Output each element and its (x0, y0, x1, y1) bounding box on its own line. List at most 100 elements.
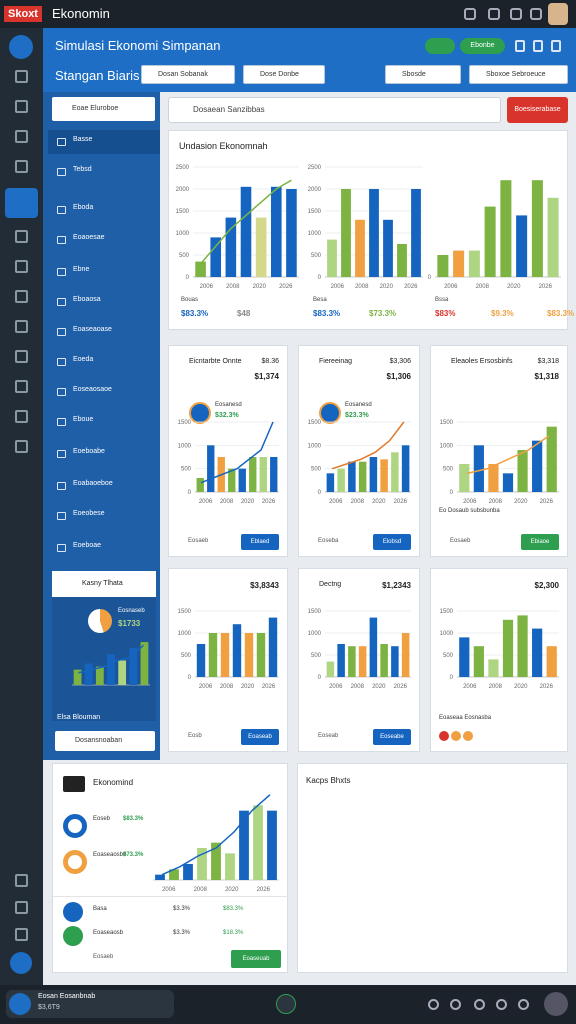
bar (473, 646, 484, 677)
sidebar-select[interactable]: Eoae Eluroboe (52, 97, 155, 121)
y-tick-label: 0 (428, 275, 432, 281)
rail-icon[interactable] (15, 874, 28, 887)
rail-icon[interactable] (15, 290, 28, 303)
top-icon[interactable] (530, 8, 542, 20)
menu-chevron (145, 137, 153, 147)
filter-input[interactable]: Sboxoe Sebroeuce (469, 65, 568, 84)
card-button[interactable]: Elobsd (373, 534, 411, 550)
x-tick-label: 2008 (220, 499, 234, 505)
menu-item[interactable]: Eoeda (73, 356, 94, 363)
card-button[interactable]: Eblaed (241, 534, 279, 550)
y-tick-label: 2500 (308, 165, 322, 171)
task-pill[interactable]: Eosan Eosanbnab $3,6T9 (6, 990, 174, 1018)
menu-item[interactable]: Eboda (73, 204, 94, 211)
card-button[interactable]: Eoseabe (373, 729, 411, 745)
menu-item[interactable]: Eoabaoeboe (73, 480, 113, 487)
menu-item[interactable]: Eoaseaoase (73, 326, 112, 333)
task-icon[interactable] (428, 999, 439, 1010)
header-icon[interactable] (533, 40, 543, 52)
bar (337, 644, 345, 677)
filter-input[interactable]: Dosan Sobanak (141, 65, 235, 84)
widget-header[interactable]: Kasny Tlhata (52, 571, 156, 597)
dot (439, 731, 449, 741)
bar (232, 624, 242, 677)
card-sub: $8.36 (261, 358, 279, 365)
menu-icon (57, 450, 66, 458)
header-icon[interactable] (515, 40, 525, 52)
menu-item[interactable]: Basse (73, 136, 93, 143)
row-value: $73.3% (123, 852, 144, 858)
menu-item[interactable]: Ebne (73, 266, 90, 273)
menu-chevron (145, 449, 153, 459)
task-icon[interactable] (474, 999, 485, 1010)
card-controls[interactable] (537, 139, 561, 151)
filter-input[interactable]: Dose Donbe (243, 65, 325, 84)
task-icon[interactable] (518, 999, 529, 1010)
task-center[interactable] (276, 994, 296, 1014)
menu-item[interactable]: Eboaosa (73, 296, 101, 303)
rail-icon[interactable] (15, 160, 28, 173)
footer-label: Besa (313, 297, 327, 303)
card-button[interactable]: Eoaseuab (231, 950, 281, 968)
rail-icon[interactable] (15, 901, 28, 914)
page-subtitle: Stangan Biaris (55, 68, 140, 83)
sidebar-search[interactable]: Dosansnoaban (55, 731, 155, 751)
menu-chevron (145, 543, 153, 553)
rail-logo[interactable] (9, 35, 33, 59)
bar (238, 468, 246, 492)
y-tick-label: 0 (188, 490, 192, 496)
y-tick-label: 500 (181, 467, 192, 473)
rail-icon[interactable] (15, 410, 28, 423)
rail-icon[interactable] (15, 380, 28, 393)
bar (270, 457, 278, 492)
menu-item[interactable]: Tebsd (73, 166, 92, 173)
menu-item[interactable]: Eoaoesae (73, 234, 105, 241)
y-tick-label: 2000 (176, 187, 190, 193)
header-icon[interactable] (551, 40, 561, 52)
menu-icon (57, 328, 66, 336)
y-tick-label: 1500 (440, 609, 454, 615)
rail-help[interactable] (10, 952, 32, 974)
filter-input[interactable]: Sbosde (385, 65, 461, 84)
widget: Kasny Tlhata Eosnaseb $1733 (52, 571, 156, 721)
rail-icon[interactable] (15, 928, 28, 941)
bar (210, 237, 222, 277)
chart (72, 642, 150, 686)
task-icon[interactable] (496, 999, 507, 1010)
task-avatar-right[interactable] (544, 992, 568, 1016)
card-caption: Eoaseaa Eosnasba (439, 715, 492, 721)
task-icon[interactable] (450, 999, 461, 1010)
menu-item[interactable]: Eoseaosaoe (73, 386, 112, 393)
rail-icon[interactable] (15, 70, 28, 83)
card-foot: Eosb (188, 733, 202, 739)
rail-icon[interactable] (15, 350, 28, 363)
menu-icon (57, 512, 66, 520)
menu-item[interactable]: Eoeboabe (73, 448, 105, 455)
rail-icon[interactable] (15, 230, 28, 243)
y-tick-label: 1000 (308, 443, 322, 449)
menu-item[interactable]: Eboue (73, 416, 94, 423)
rail-icon[interactable] (15, 100, 28, 113)
top-bar: Skoxt Ekonomin (0, 0, 576, 28)
card-sub: $3,318 (537, 358, 559, 365)
rail-icon[interactable] (15, 320, 28, 333)
avatar[interactable] (548, 3, 568, 25)
card-button[interactable]: Eoaseab (241, 729, 279, 745)
toggle[interactable] (425, 38, 455, 54)
menu-item[interactable]: Eoeboae (73, 542, 102, 549)
x-tick-label: 2006 (463, 499, 477, 505)
rail-icon[interactable] (15, 440, 28, 453)
menu-item[interactable]: Eoeobese (73, 510, 105, 517)
top-icon[interactable] (488, 8, 500, 20)
rail-icon[interactable] (15, 260, 28, 273)
bar (259, 457, 267, 492)
top-icon[interactable] (510, 8, 522, 20)
pill[interactable]: Ebonbe (460, 38, 505, 54)
card-button[interactable]: Ebiaoe (521, 534, 559, 550)
rail-icon[interactable] (15, 130, 28, 143)
top-icon[interactable] (464, 8, 476, 20)
menu-icon (57, 236, 66, 244)
rail-icon-active[interactable] (5, 188, 38, 218)
search-box[interactable]: Dosaean Sanzibbas (168, 97, 501, 123)
search-button[interactable]: Boesiserabase (507, 97, 568, 123)
